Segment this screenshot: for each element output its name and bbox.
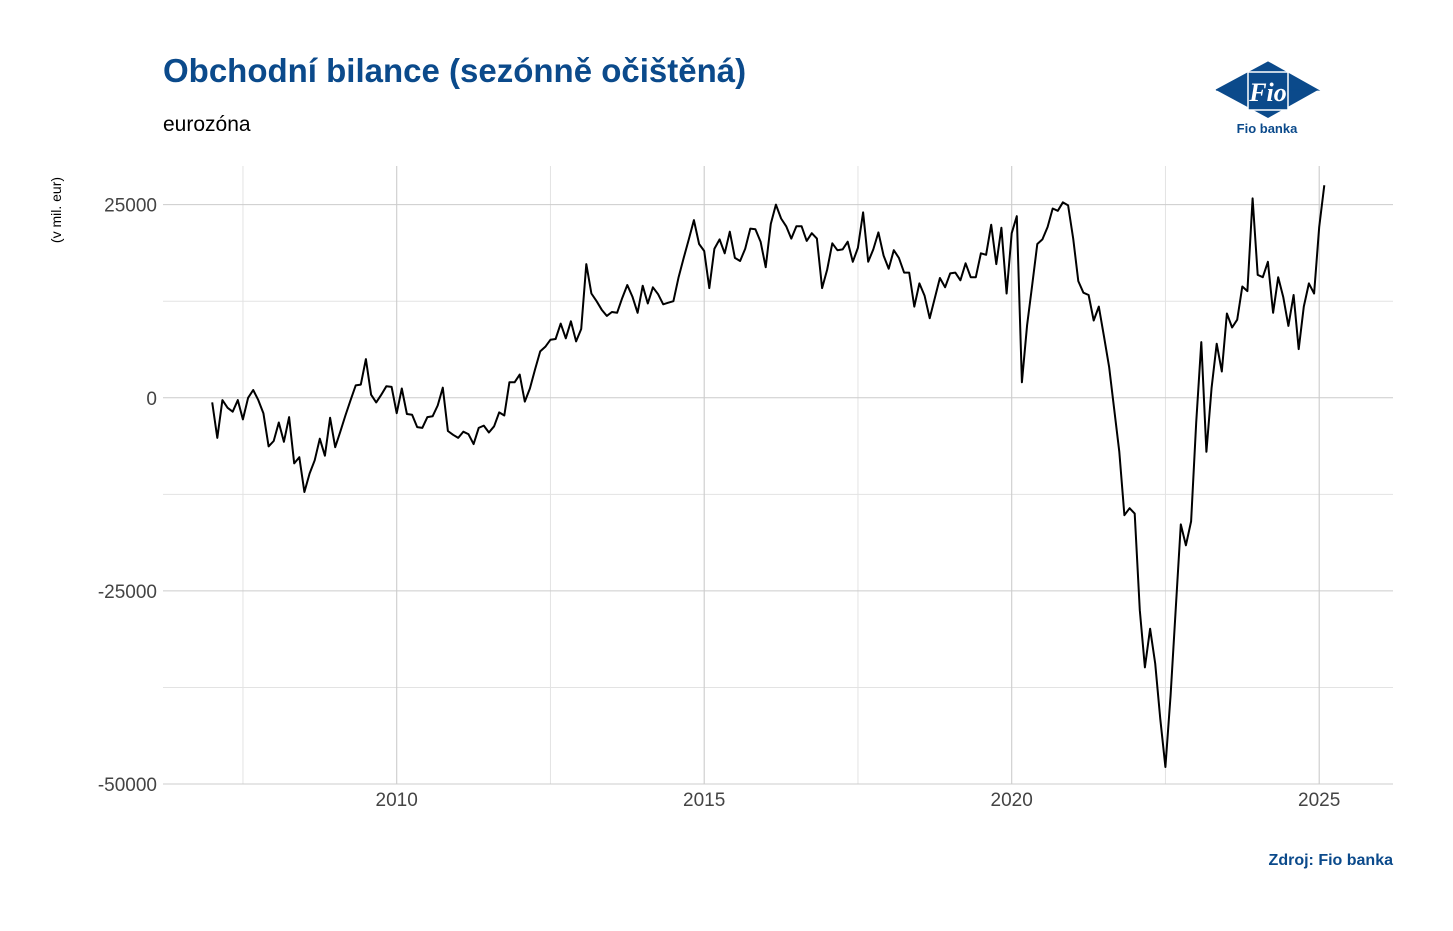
x-tick-label: 2025 bbox=[1298, 790, 1340, 811]
logo-flag-icon bbox=[1215, 61, 1321, 118]
y-tick-label: -25000 bbox=[98, 582, 157, 603]
source-note: Zdroj: Fio banka bbox=[1268, 852, 1393, 869]
axis-ticks: 2010 2015 2020 2025 -50000 -25000 0 25000 bbox=[98, 196, 1341, 811]
y-tick-label: 25000 bbox=[104, 196, 157, 217]
x-tick-label: 2020 bbox=[991, 790, 1033, 811]
chart-subtitle: eurozóna bbox=[163, 113, 251, 136]
logo-mark-text: Fio bbox=[1248, 78, 1287, 107]
grid bbox=[163, 166, 1393, 785]
logo-caption: Fio banka bbox=[1236, 121, 1298, 136]
y-tick-label: -50000 bbox=[98, 775, 157, 796]
series-line-trade-balance bbox=[211, 185, 1326, 768]
x-tick-label: 2015 bbox=[683, 790, 725, 811]
chart-title: Obchodní bilance (sezónně očištěná) bbox=[163, 52, 747, 89]
y-tick-label: 0 bbox=[146, 389, 157, 410]
fio-banka-logo: Fio bbox=[1215, 61, 1321, 118]
x-tick-label: 2010 bbox=[376, 790, 418, 811]
